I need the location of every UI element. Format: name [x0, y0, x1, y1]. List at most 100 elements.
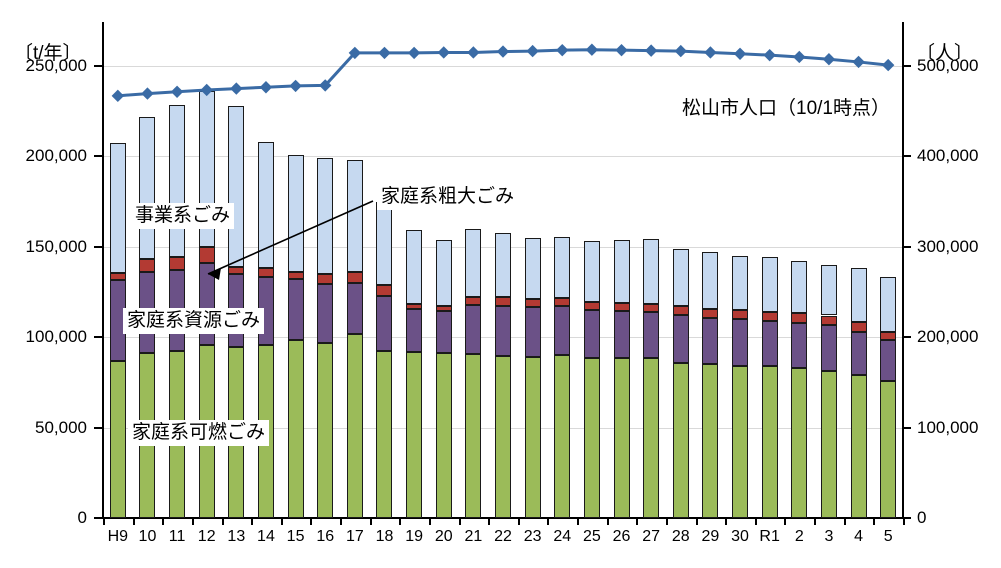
- bar-segment: [465, 296, 482, 305]
- bar-segment: [465, 354, 482, 518]
- population-marker: [556, 43, 569, 57]
- x-axis-label-26: 26: [612, 528, 631, 545]
- bar-segment: [702, 252, 719, 310]
- left-axis-tick-label: 50,000: [35, 417, 87, 437]
- x-axis-label-10: 10: [138, 528, 157, 545]
- bar-segment: [435, 305, 452, 311]
- population-marker: [822, 53, 836, 66]
- x-axis-tick: [695, 518, 698, 525]
- bar-segment: [524, 357, 541, 518]
- bar-segment: [672, 248, 689, 306]
- bar-segment: [554, 306, 571, 356]
- right-axis-tick-label: 0: [917, 508, 927, 527]
- bar-segment: [850, 331, 867, 376]
- bar-group: [820, 66, 837, 518]
- right-axis-tick-label: 300,000: [917, 236, 979, 256]
- bar-segment: [672, 314, 689, 364]
- x-axis-tick: [725, 518, 728, 525]
- bar-segment: [791, 367, 808, 518]
- x-axis-label-28: 28: [671, 528, 690, 545]
- x-axis-label-27: 27: [642, 528, 661, 545]
- x-axis-tick: [369, 518, 372, 525]
- left-axis-tick-label: 100,000: [25, 327, 87, 347]
- left-axis-tick-label: 0: [77, 508, 87, 527]
- x-axis-tick: [458, 518, 461, 525]
- bar-segment: [465, 304, 482, 355]
- population-marker: [644, 44, 658, 57]
- right-axis-spine: [902, 22, 904, 518]
- bar-segment: [287, 279, 304, 340]
- bar-segment: [317, 342, 334, 518]
- x-axis-tick: [873, 518, 876, 525]
- bar-segment: [820, 325, 837, 371]
- right-axis-tick-label: 200,000: [917, 327, 979, 347]
- bar-segment: [820, 370, 837, 518]
- left-axis-tick-label: 250,000: [25, 56, 87, 75]
- x-axis-tick: [488, 518, 491, 525]
- bar-segment: [791, 322, 808, 368]
- bar-segment: [317, 283, 334, 343]
- bar-segment: [850, 375, 867, 518]
- bar-segment: [346, 282, 363, 335]
- bar-group: [850, 66, 867, 518]
- annotation-combustible-waste: 家庭系可燃ごみ: [128, 420, 270, 446]
- bar-segment: [524, 237, 541, 300]
- annotation-bulky-waste: 家庭系粗大ごみ: [377, 184, 519, 210]
- bar-segment: [761, 311, 778, 321]
- bar-segment: [376, 295, 393, 351]
- population-marker: [881, 58, 895, 72]
- x-axis-tick: [577, 518, 580, 525]
- left-axis-tick: [94, 155, 102, 158]
- right-axis-tick: [903, 517, 911, 519]
- bar-segment: [613, 302, 630, 311]
- bar-segment: [761, 256, 778, 312]
- left-axis-unit-label: 〔t/年〕: [14, 43, 82, 64]
- bar-segment: [376, 284, 393, 296]
- population-marker: [348, 46, 362, 60]
- x-axis-tick: [251, 518, 254, 525]
- bar-segment: [435, 310, 452, 354]
- population-marker: [793, 50, 806, 64]
- bar-group: [435, 66, 452, 518]
- bar-segment: [850, 267, 867, 322]
- x-axis-label-29: 29: [701, 528, 720, 545]
- x-axis-tick: [428, 518, 431, 525]
- left-axis-tick-label: 150,000: [25, 236, 87, 256]
- bar-group: [732, 66, 749, 518]
- bar-segment: [791, 261, 808, 313]
- bar-segment: [820, 264, 837, 316]
- x-axis-label-18: 18: [375, 528, 394, 545]
- x-axis-tick: [132, 518, 135, 525]
- x-axis-tick: [636, 518, 639, 525]
- bar-group: [613, 66, 630, 518]
- annotation-resource-waste: 家庭系資源ごみ: [123, 308, 265, 334]
- x-axis-label-12: 12: [197, 528, 216, 545]
- x-axis-tick: [221, 518, 224, 525]
- bar-segment: [732, 319, 749, 367]
- bar-segment: [643, 311, 660, 358]
- x-axis-label-4: 4: [854, 528, 863, 545]
- bar-segment: [732, 366, 749, 518]
- bar-segment: [495, 233, 511, 298]
- left-axis-tick: [94, 336, 102, 339]
- bar-segment: [583, 310, 600, 358]
- bar-segment: [406, 229, 423, 304]
- bar-segment: [287, 339, 304, 518]
- x-axis-tick: [814, 518, 817, 525]
- x-axis-tick: [843, 518, 846, 525]
- population-marker: [496, 45, 510, 58]
- bar-segment: [406, 351, 423, 518]
- bar-group: [643, 66, 660, 518]
- bar-segment: [169, 256, 186, 271]
- x-axis-label-15: 15: [286, 528, 305, 545]
- gridline: [103, 156, 903, 158]
- bar-segment: [495, 305, 511, 357]
- bar-segment: [613, 240, 630, 303]
- bar-segment: [109, 360, 126, 518]
- bar-segment: [613, 357, 630, 518]
- bar-segment: [554, 236, 571, 299]
- x-axis-label-5: 5: [883, 528, 893, 545]
- population-marker: [437, 46, 450, 59]
- bar-segment: [643, 357, 660, 518]
- population-marker: [259, 81, 273, 94]
